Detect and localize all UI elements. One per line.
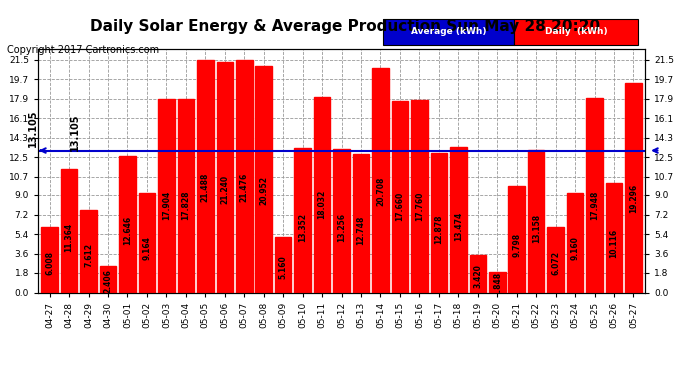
Text: 18.032: 18.032 <box>317 190 326 219</box>
Text: 13.352: 13.352 <box>298 213 307 242</box>
Text: 17.660: 17.660 <box>395 192 404 221</box>
Text: Daily  (kWh): Daily (kWh) <box>545 27 607 36</box>
Text: 17.760: 17.760 <box>415 191 424 220</box>
Text: 12.878: 12.878 <box>435 215 444 244</box>
Text: 17.948: 17.948 <box>590 190 599 220</box>
Text: 5.160: 5.160 <box>279 255 288 279</box>
Text: 12.646: 12.646 <box>123 216 132 245</box>
Text: Average (kWh): Average (kWh) <box>411 27 486 36</box>
Text: 20.952: 20.952 <box>259 176 268 205</box>
Text: 12.748: 12.748 <box>357 216 366 245</box>
Bar <box>625 84 642 292</box>
Bar <box>158 99 175 292</box>
Text: 21.488: 21.488 <box>201 173 210 202</box>
Bar <box>295 148 311 292</box>
Bar <box>236 60 253 292</box>
Text: 13.105: 13.105 <box>70 113 80 150</box>
Text: 13.474: 13.474 <box>454 212 463 242</box>
Bar <box>489 273 506 292</box>
Bar <box>566 193 583 292</box>
Text: 1.848: 1.848 <box>493 272 502 296</box>
Text: 17.904: 17.904 <box>162 190 171 220</box>
Bar <box>392 101 408 292</box>
Bar <box>119 156 136 292</box>
Text: 11.364: 11.364 <box>65 222 74 252</box>
Text: 17.828: 17.828 <box>181 191 190 220</box>
Bar <box>80 210 97 292</box>
Bar <box>217 62 233 292</box>
Bar <box>177 99 194 292</box>
Bar <box>41 227 58 292</box>
Bar <box>275 237 291 292</box>
Bar <box>314 97 331 292</box>
Bar <box>586 98 603 292</box>
Bar <box>469 255 486 292</box>
Bar <box>197 60 214 292</box>
Bar <box>100 266 117 292</box>
Bar <box>333 149 350 292</box>
Text: 21.240: 21.240 <box>220 174 229 204</box>
Text: 6.072: 6.072 <box>551 251 560 275</box>
Bar <box>509 186 525 292</box>
Text: 21.476: 21.476 <box>239 173 248 202</box>
Text: 9.164: 9.164 <box>142 236 151 260</box>
Text: 6.008: 6.008 <box>45 251 54 275</box>
Text: 13.105: 13.105 <box>28 110 39 147</box>
Text: 9.160: 9.160 <box>571 236 580 260</box>
Text: 13.158: 13.158 <box>532 214 541 243</box>
Text: 7.612: 7.612 <box>84 243 93 267</box>
Text: 2.406: 2.406 <box>104 269 112 293</box>
Bar <box>411 100 428 292</box>
Text: 10.116: 10.116 <box>609 229 618 258</box>
Bar <box>450 147 466 292</box>
Bar <box>255 66 272 292</box>
Bar <box>353 154 369 292</box>
Text: 19.296: 19.296 <box>629 184 638 213</box>
Bar <box>528 150 544 292</box>
Text: Copyright 2017 Cartronics.com: Copyright 2017 Cartronics.com <box>7 45 159 55</box>
Text: 3.420: 3.420 <box>473 264 482 288</box>
Text: Daily Solar Energy & Average Production Sun May 28 20:20: Daily Solar Energy & Average Production … <box>90 19 600 34</box>
Bar <box>139 193 155 292</box>
Bar <box>606 183 622 292</box>
Text: 9.798: 9.798 <box>512 232 521 257</box>
Bar <box>61 170 77 292</box>
Bar <box>372 68 388 292</box>
Bar <box>431 153 447 292</box>
Text: 13.256: 13.256 <box>337 213 346 242</box>
Text: 20.708: 20.708 <box>376 177 385 206</box>
Bar <box>547 227 564 292</box>
